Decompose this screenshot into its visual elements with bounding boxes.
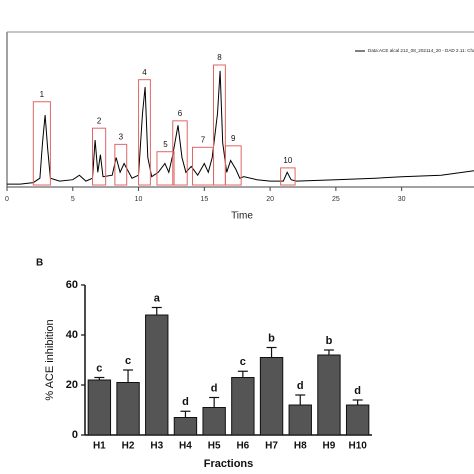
- bar: [202, 407, 226, 436]
- bar: [116, 382, 140, 436]
- panel-label: B: [36, 258, 43, 269]
- x-tick-label: H8: [294, 441, 307, 452]
- significance-letter: d: [211, 382, 218, 394]
- y-tick-label: 40: [66, 329, 78, 341]
- x-tick-label: 10: [135, 196, 143, 203]
- x-tick-label: H4: [179, 441, 192, 452]
- peak-box: [172, 120, 188, 186]
- x-tick-label: H2: [122, 441, 135, 452]
- bar: [145, 314, 169, 436]
- peak-box: [224, 145, 242, 186]
- peak-label: 6: [178, 109, 183, 118]
- peak-label: 4: [142, 68, 147, 77]
- x-tick-label: H10: [348, 441, 367, 452]
- x-tick-label: 15: [200, 196, 208, 203]
- bar: [173, 417, 198, 436]
- peak-label: 3: [119, 132, 124, 141]
- y-tick-label: 20: [66, 379, 78, 391]
- bar: [259, 357, 284, 436]
- significance-letter: d: [354, 385, 361, 397]
- significance-letter: c: [96, 362, 102, 374]
- bar: [87, 379, 112, 436]
- peak-box: [92, 127, 107, 186]
- peak-label: 10: [283, 156, 292, 165]
- peak-box: [32, 101, 51, 186]
- significance-letter: b: [268, 332, 275, 344]
- bar: [345, 404, 370, 436]
- x-axis-label: Fractions: [204, 458, 254, 470]
- trace: [7, 70, 474, 185]
- y-axis-label: % ACE inhibition: [44, 319, 56, 400]
- peak-box: [138, 79, 151, 186]
- peak-label: 8: [217, 53, 222, 62]
- peak-label: 5: [163, 140, 168, 149]
- x-tick-label: 0: [5, 196, 9, 203]
- significance-letter: a: [154, 292, 161, 304]
- peak-box: [213, 64, 226, 186]
- y-tick-label: 0: [72, 429, 78, 441]
- x-tick-label: H5: [208, 441, 221, 452]
- peak-box: [156, 151, 175, 186]
- x-tick-label: H3: [150, 441, 163, 452]
- x-tick-label: H6: [236, 441, 249, 452]
- significance-letter: b: [326, 335, 333, 347]
- significance-letter: c: [240, 356, 246, 368]
- x-tick-label: H1: [93, 441, 106, 452]
- bar: [231, 377, 255, 436]
- peak-box: [114, 143, 128, 186]
- significance-letter: d: [297, 380, 304, 392]
- x-axis-label: Time: [231, 211, 253, 222]
- x-tick-label: 5: [71, 196, 75, 203]
- legend-label: Data:ACE alcal 212_08_202114_20 - DAD 2.…: [368, 48, 474, 53]
- significance-letter: c: [125, 355, 131, 367]
- x-tick-label: H9: [323, 441, 336, 452]
- peak-box: [280, 167, 296, 186]
- significance-letter: d: [182, 396, 189, 408]
- y-tick-label: 60: [66, 279, 78, 291]
- x-tick-label: H7: [265, 441, 278, 452]
- bar: [288, 404, 312, 436]
- peak-label: 2: [97, 116, 102, 125]
- x-tick-label: 30: [398, 196, 406, 203]
- peak-label: 7: [201, 135, 206, 144]
- x-tick-label: 25: [332, 196, 340, 203]
- peak-label: 1: [40, 90, 45, 99]
- peak-label: 9: [231, 134, 236, 143]
- x-tick-label: 20: [266, 196, 274, 203]
- bar: [317, 354, 341, 436]
